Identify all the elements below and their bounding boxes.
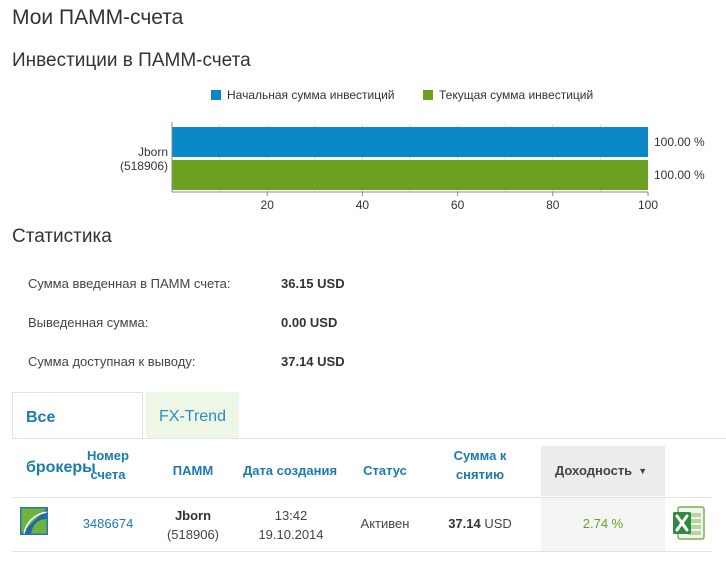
bar — [172, 127, 648, 157]
category-id-label: (518906) — [120, 159, 168, 173]
header-label: Доходность — [555, 463, 633, 478]
x-tick-label: 100 — [638, 198, 658, 212]
amount-value: 37.14 — [448, 516, 481, 531]
created-date-cell: 13:42 19.10.2014 — [240, 506, 342, 544]
table-row-divider — [12, 551, 712, 552]
table-header-divider — [12, 497, 712, 498]
x-tick-label: 40 — [356, 198, 370, 212]
tabs-divider — [12, 438, 726, 439]
legend-swatch — [423, 90, 433, 100]
header-label: Сумма к — [453, 448, 507, 463]
chart-legend: Начальная сумма инвестиций Текущая сумма … — [211, 88, 593, 102]
header-label: снятию — [455, 467, 505, 482]
header-yield-sorted[interactable]: Доходность ▼ — [541, 446, 665, 496]
chart-category-labels: Jborn(518906) — [120, 145, 168, 173]
legend-label: Начальная сумма инвестиций — [227, 88, 394, 102]
investments-chart: Начальная сумма инвестиций Текущая сумма … — [120, 88, 705, 212]
header-account-number[interactable]: Номер счета — [70, 446, 146, 484]
stat-label: Сумма введенная в ПАММ счета: — [28, 276, 231, 291]
amount-currency: USD — [484, 516, 512, 531]
x-tick-label: 80 — [546, 198, 560, 212]
investments-title: Инвестиции в ПАММ-счета — [12, 50, 251, 71]
stat-label: Сумма доступная к выводу: — [28, 354, 196, 369]
header-pamm[interactable]: ПАММ — [172, 463, 214, 478]
broker-logo-icon — [20, 507, 48, 535]
bar — [172, 160, 648, 190]
bar-data-label: 100.00 % — [654, 168, 705, 182]
header-created-date[interactable]: Дата создания — [242, 463, 338, 478]
status-cell: Активен — [360, 516, 410, 531]
chart-bars: 100.00 % 100.00 % — [172, 127, 705, 190]
legend-swatch — [211, 90, 221, 100]
pamm-cell: Jborn (518906) — [152, 506, 234, 544]
page-title: Мои ПАММ-счета — [12, 6, 184, 29]
stat-label: Выведенная сумма: — [28, 315, 149, 330]
account-number-link[interactable]: 3486674 — [82, 516, 134, 531]
stat-value: 0.00 USD — [281, 315, 338, 330]
stat-value: 36.15 USD — [281, 276, 345, 291]
header-withdraw-amount[interactable]: Сумма к снятию — [436, 446, 524, 484]
tab-fx-trend[interactable]: FX-Trend — [146, 392, 239, 439]
statistics-title: Статистика — [12, 226, 112, 247]
category-label: Jborn — [138, 145, 168, 159]
legend-label: Текущая сумма инвестиций — [439, 88, 593, 102]
stat-value: 37.14 USD — [281, 354, 345, 369]
withdraw-amount-cell: 37.14 USD — [430, 514, 530, 533]
chart-x-axis: 20 40 60 80 100 — [171, 122, 658, 212]
yield-cell: 2.74 % — [582, 516, 624, 531]
header-label: Номер — [87, 448, 129, 463]
created-date: 19.10.2014 — [258, 527, 324, 542]
x-tick-label: 60 — [451, 198, 465, 212]
tab-all-brokers[interactable]: Все брокеры — [12, 392, 143, 476]
x-tick-label: 20 — [261, 198, 275, 212]
header-label: счета — [90, 467, 126, 482]
pamm-id: (518906) — [166, 527, 220, 542]
bar-data-label: 100.00 % — [654, 135, 705, 149]
sort-down-icon: ▼ — [638, 466, 648, 476]
created-time: 13:42 — [274, 508, 308, 523]
excel-export-icon[interactable] — [672, 505, 706, 541]
header-status[interactable]: Статус — [363, 463, 407, 478]
pamm-name: Jborn — [174, 508, 212, 523]
sorted-column-background — [541, 498, 665, 551]
